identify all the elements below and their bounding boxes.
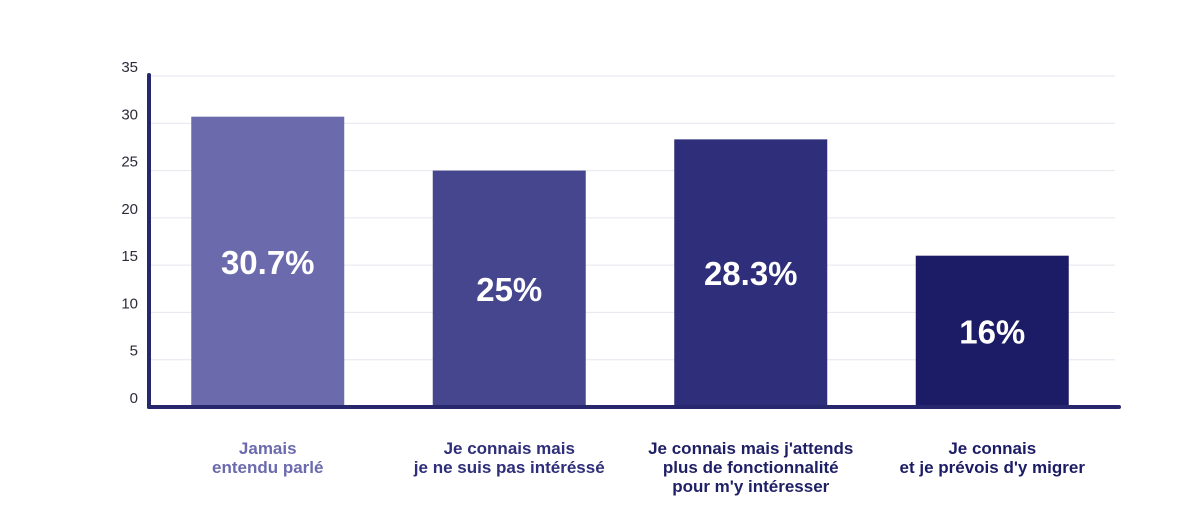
bar-value-label: 25% — [476, 271, 542, 308]
bar — [432, 170, 586, 407]
y-tick-label: 30 — [121, 106, 138, 123]
x-category-label: Je connais et je prévois d'y migrer — [900, 439, 1086, 477]
x-category-label-line: Je connais mais j'attends — [648, 439, 853, 458]
x-category-label-line: Je connais — [948, 439, 1036, 458]
bar — [191, 116, 345, 407]
y-axis-ticks: 0 5 10 15 20 25 30 35 — [121, 59, 138, 407]
bar-value-labels: 30.7% 25% 28.3% 16% — [221, 244, 1025, 351]
y-tick-label: 20 — [121, 201, 138, 218]
x-category-label-line: pour m'y intéresser — [672, 477, 829, 496]
x-axis-category-labels: Jamais entendu parlé Je connais mais je ne … — [212, 439, 1085, 496]
bar-value-label: 30.7% — [221, 244, 315, 281]
x-category-label: Je connais mais je ne suis pas intéréssé — [413, 439, 605, 477]
x-category-label-line: et je prévois d'y migrer — [900, 458, 1086, 477]
x-category-label-line: Jamais — [239, 439, 297, 458]
x-category-label-line: Je connais mais — [444, 439, 575, 458]
y-tick-label: 10 — [121, 295, 138, 312]
x-category-label-line: plus de fonctionnalité — [663, 458, 839, 477]
y-tick-label: 15 — [121, 248, 138, 265]
bar-value-label: 28.3% — [704, 255, 798, 292]
bars — [191, 116, 1069, 407]
bar — [674, 139, 828, 407]
bar — [915, 255, 1069, 407]
x-category-label-line: entendu parlé — [212, 458, 323, 477]
y-tick-label: 35 — [121, 59, 138, 76]
x-category-label: Jamais entendu parlé — [212, 439, 323, 477]
y-tick-label: 0 — [130, 390, 138, 407]
x-category-label-line: je ne suis pas intéréssé — [413, 458, 605, 477]
y-tick-label: 5 — [130, 343, 138, 360]
x-category-label: Je connais mais j'attends plus de fonctio… — [648, 439, 853, 496]
bar-value-label: 16% — [959, 313, 1025, 350]
y-tick-label: 25 — [121, 154, 138, 171]
